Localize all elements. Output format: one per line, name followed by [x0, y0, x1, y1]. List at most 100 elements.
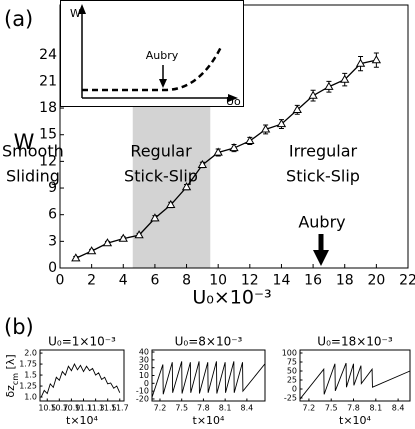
y-tick-label: 50 — [287, 366, 297, 375]
annotation: Stick-Slip — [286, 167, 360, 186]
inset: W Uo Aubry — [60, 0, 244, 108]
x-tick-label: 10.7 — [50, 404, 68, 413]
y-tick-label: 10 — [139, 371, 149, 380]
y-tick-label: 12 — [39, 153, 57, 169]
y-tick-label: 2.0 — [24, 349, 37, 358]
x-tick-label: 11.7 — [111, 404, 129, 413]
x-tick-label: 8.1 — [369, 404, 382, 413]
x-tick-label: 7.8 — [197, 404, 210, 413]
x-tick-label: 16 — [304, 273, 322, 289]
x-tick-label: 10 — [209, 273, 227, 289]
annotations: Smooth Sliding Regular Stick-Slip Irregu… — [2, 142, 360, 232]
sub-title: U₀=1×10⁻³ — [48, 335, 116, 349]
marker — [229, 143, 239, 152]
y-tick-label: 40 — [139, 348, 149, 357]
x-tick-label: 4 — [119, 273, 128, 289]
x-tick-label: 8 — [182, 273, 191, 289]
marker — [71, 253, 81, 262]
marker — [150, 213, 160, 222]
x-tick-label: 7.2 — [303, 404, 316, 413]
x-tick-label: 10.5 — [38, 404, 56, 413]
y-tick-label: 0 — [48, 260, 57, 276]
y-tick-label: -10 — [136, 387, 149, 396]
x-tick-label: 2 — [87, 273, 96, 289]
marker — [308, 90, 318, 99]
y-tick-label: 1.25 — [19, 382, 37, 391]
panel-label: (b) — [4, 315, 34, 339]
marker — [213, 147, 223, 156]
x-axis-label: t×10⁴ — [193, 414, 226, 427]
y-tick-label: 24 — [39, 47, 57, 63]
x-axis-label: t×10⁴ — [66, 414, 99, 427]
x-tick-label: 0 — [56, 273, 65, 289]
x-tick-label: 12 — [241, 273, 259, 289]
marker — [102, 238, 113, 247]
x-tick-label: 11.1 — [75, 404, 93, 413]
x-tick-label: 7.5 — [175, 404, 188, 413]
x-tick-label: 8.4 — [392, 404, 405, 413]
annotation: Sliding — [6, 167, 60, 186]
marker — [245, 135, 255, 145]
inset-curve — [82, 44, 224, 92]
annotation: Smooth — [2, 142, 64, 161]
x-tick-label: 11.3 — [87, 404, 105, 413]
marker — [118, 233, 128, 242]
y-tick-label: 0 — [292, 385, 297, 394]
x-tick-label: 10.9 — [63, 404, 81, 413]
marker — [166, 199, 176, 209]
y-tick-label: 9 — [48, 180, 57, 196]
aubry-arrow — [313, 234, 329, 266]
x-tick-label: 11.5 — [99, 404, 117, 413]
marker — [292, 104, 302, 113]
y-tick-label: 6 — [48, 207, 57, 223]
plot-frame — [151, 349, 266, 402]
annotation: Irregular — [289, 142, 358, 161]
x-tick-label: 8.4 — [241, 404, 254, 413]
inset-x-label: Uo — [226, 95, 241, 108]
marker — [355, 58, 366, 67]
y-tick-label: 3 — [48, 233, 57, 249]
y-tick-label: 100 — [282, 348, 297, 357]
x-axis-label: t×10⁴ — [339, 414, 372, 427]
plot-frame — [299, 349, 411, 402]
data-line — [151, 361, 266, 398]
x-tick-label: 7.2 — [154, 404, 167, 413]
panel-label: (a) — [4, 7, 33, 31]
y-tick-label: 20 — [139, 363, 149, 372]
marker — [181, 182, 192, 191]
annotation: Regular — [130, 142, 192, 161]
y-tick-label: -20 — [136, 394, 149, 403]
x-tick-label: 6 — [150, 273, 159, 289]
marker — [134, 230, 144, 239]
marker — [340, 74, 350, 83]
x-tick-label: 20 — [367, 273, 385, 289]
label-part: [λ] — [4, 354, 17, 373]
y-tick-label: 0 — [144, 379, 149, 388]
marker — [371, 55, 382, 64]
sub-title: U₀=8×10⁻³ — [175, 335, 243, 349]
x-tick-label: 14 — [273, 273, 291, 289]
sub-title: U₀=18×10⁻³ — [317, 335, 393, 349]
annotation: Aubry — [298, 213, 345, 232]
y-tick-label: 18 — [39, 100, 57, 116]
x-tick-label: 7.8 — [347, 404, 360, 413]
x-tick-label: 22 — [399, 273, 415, 289]
plot-frame — [39, 349, 125, 402]
y-axis-label: δzcm [λ] — [4, 354, 20, 397]
x-tick-label: 8.1 — [219, 404, 232, 413]
sub-chart: 10.510.710.911.111.311.511.7 1.0 1.25 1.5 1.… — [19, 335, 128, 428]
y-tick-label: 21 — [39, 73, 57, 89]
y-tick-label: 1.5 — [24, 371, 37, 380]
inset-annotation: Aubry — [146, 49, 179, 62]
label-part: δz — [4, 385, 17, 398]
data-line — [40, 363, 121, 398]
y-axis-label: W — [14, 130, 35, 154]
annotation: Stick-Slip — [124, 167, 198, 186]
marker — [260, 124, 271, 133]
x-tick-label: 18 — [336, 273, 354, 289]
y-tick-label: 30 — [139, 355, 149, 364]
